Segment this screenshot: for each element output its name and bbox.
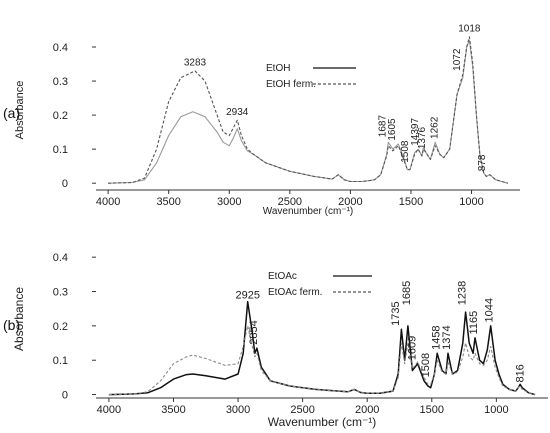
peak-label: 816 [514, 364, 526, 382]
peak-label: 1605 [387, 118, 398, 141]
peak-label: 1072 [452, 48, 463, 71]
peak-label: 14397 [410, 117, 421, 145]
x-tick-label: 1000 [484, 404, 508, 416]
peak-label: 2925 [236, 289, 260, 301]
series-line-1 [108, 39, 509, 184]
y-tick-label: 0 [62, 390, 68, 402]
peak-label: 1044 [483, 298, 495, 322]
peak-label: 1458 [431, 325, 443, 349]
y-tick-label: 0.4 [53, 42, 68, 54]
chart-panel-a: (a)Absorbance 0 0.1 0.2 0.3 0.4 4000 3500 3000 25… [3, 24, 520, 217]
peak-label: 3283 [184, 58, 207, 69]
x-tick-label: 2000 [338, 196, 362, 208]
x-tick-label: 2500 [278, 196, 302, 208]
y-tick-label: 0.1 [53, 144, 68, 156]
y-tick-label: 0 [62, 178, 68, 190]
x-tick-label: 4000 [97, 404, 121, 416]
x-tick-label: 2000 [355, 404, 379, 416]
series-line-1 [108, 301, 536, 396]
panel-label: (b) [3, 317, 20, 333]
x-tick-label: 3000 [226, 404, 250, 416]
y-tick-label: 0.2 [53, 110, 68, 122]
peak-label: 1735 [390, 301, 402, 325]
peak-label: 1374 [441, 325, 453, 349]
peak-label: 2934 [226, 107, 249, 118]
x-tick-label: 3500 [161, 404, 185, 416]
x-axis-label: Wavenumber (cm⁻¹) [268, 415, 377, 429]
y-axis-label: Absorbance [14, 81, 26, 140]
y-axis-label: Absorbance [12, 287, 26, 351]
peak-label: 1508 [400, 140, 411, 163]
y-tick-label: 0.4 [53, 252, 68, 264]
chart-panel-b: (b)Absorbance 0 0.1 0.2 0.3 0.4 4000 3500 3000 25… [3, 252, 548, 429]
legend-label: EtOAc ferm. [268, 287, 322, 298]
x-tick-label: 1500 [399, 196, 423, 208]
series-line-2 [108, 36, 509, 184]
x-tick-label: 1500 [420, 404, 444, 416]
x-tick-label: 2500 [290, 404, 314, 416]
peak-label: 1262 [430, 116, 441, 139]
peak-label: 1018 [458, 24, 481, 35]
peak-label: 1687 [378, 115, 389, 138]
y-tick-label: 0.2 [53, 321, 68, 333]
legend-label: EtOAc [268, 271, 297, 282]
x-tick-label: 4000 [96, 196, 120, 208]
series-line-2 [108, 325, 536, 396]
legend-label: EtOH [266, 63, 290, 74]
legend-label: EtOH ferm. [266, 79, 316, 90]
peak-label: 1238 [457, 281, 469, 305]
x-axis-label: Wavenumber (cm⁻¹) [263, 206, 353, 217]
y-tick-label: 0.3 [53, 76, 68, 88]
peak-label: 1609 [407, 336, 419, 360]
peak-label: 2854 [248, 320, 260, 344]
peak-label: 878 [477, 154, 488, 171]
y-tick-label: 0.3 [53, 287, 68, 299]
peak-label: 1685 [401, 281, 413, 305]
peak-label: 1376 [417, 126, 428, 149]
panel-label: (a) [3, 105, 20, 121]
x-tick-label: 1000 [459, 196, 483, 208]
y-tick-label: 0.1 [53, 355, 68, 367]
peak-label: 1508 [420, 353, 432, 377]
peak-label: 1165 [468, 311, 480, 335]
x-tick-label: 3500 [156, 196, 180, 208]
x-tick-label: 3000 [217, 196, 241, 208]
